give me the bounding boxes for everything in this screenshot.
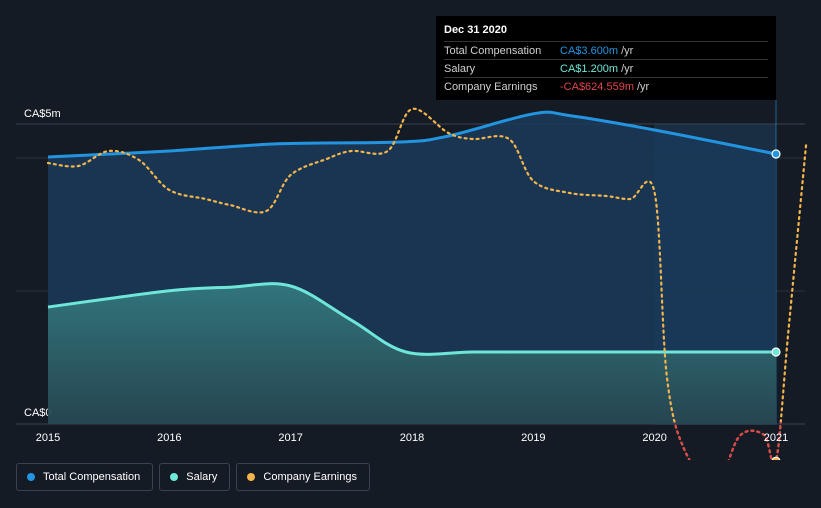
salary-end-marker xyxy=(771,347,781,357)
legend-label: Company Earnings xyxy=(263,471,357,483)
tooltip-value: CA$1.200m xyxy=(560,62,619,75)
tooltip-unit: /yr xyxy=(621,44,634,57)
tooltip-label: Salary xyxy=(444,62,476,75)
legend-dot-icon xyxy=(27,473,35,481)
tooltip-date: Dec 31 2020 xyxy=(444,24,507,36)
tooltip-row-total-compensation: Total Compensation CA$3.600m /yr xyxy=(444,41,768,59)
legend-item-company-earnings[interactable]: Company Earnings xyxy=(236,463,370,491)
legend-item-total-compensation[interactable]: Total Compensation xyxy=(16,463,154,491)
x-tick-label: 2017 xyxy=(278,432,302,444)
tooltip-label: Company Earnings xyxy=(444,80,538,93)
x-tick-label: 2021 xyxy=(764,432,788,444)
tooltip-value: CA$3.600m xyxy=(560,44,619,57)
legend-dot-icon xyxy=(247,473,256,481)
tooltip-row-company-earnings: Company Earnings -CA$624.559m /yr xyxy=(444,77,768,95)
legend-label: Salary xyxy=(186,471,218,483)
x-tick-label: 2018 xyxy=(400,432,424,444)
company-earnings-line xyxy=(46,107,808,460)
x-tick-label: 2019 xyxy=(521,432,545,444)
tooltip-unit: /yr xyxy=(621,62,634,75)
legend-item-salary[interactable]: Salary xyxy=(159,463,231,491)
x-tick-label: 2015 xyxy=(36,432,60,444)
y-axis-min-label: CA$0 xyxy=(24,407,52,419)
tooltip: Dec 31 2020 Total Compensation CA$3.600m… xyxy=(436,16,776,100)
salary-line xyxy=(47,282,776,356)
tooltip-value: -CA$624.559m xyxy=(560,80,634,93)
x-tick-label: 2016 xyxy=(157,432,181,444)
tooltip-row-salary: Salary CA$1.200m /yr xyxy=(444,59,768,77)
compensation-chart: CA$5m CA$0 2015 2016 2017 2018 2019 2020 2021 xyxy=(16,100,808,460)
legend: Total Compensation Salary Company Earnin… xyxy=(16,463,370,491)
total-compensation-line xyxy=(47,110,777,159)
total-compensation-end-marker xyxy=(771,149,781,159)
tooltip-unit: /yr xyxy=(637,80,650,93)
y-axis-max-label: CA$5m xyxy=(24,108,61,120)
legend-dot-icon xyxy=(170,473,179,481)
company-earnings-end-marker xyxy=(771,456,781,460)
legend-label: Total Compensation xyxy=(43,471,141,483)
x-tick-label: 2020 xyxy=(642,432,666,444)
tooltip-label: Total Compensation xyxy=(444,44,542,57)
